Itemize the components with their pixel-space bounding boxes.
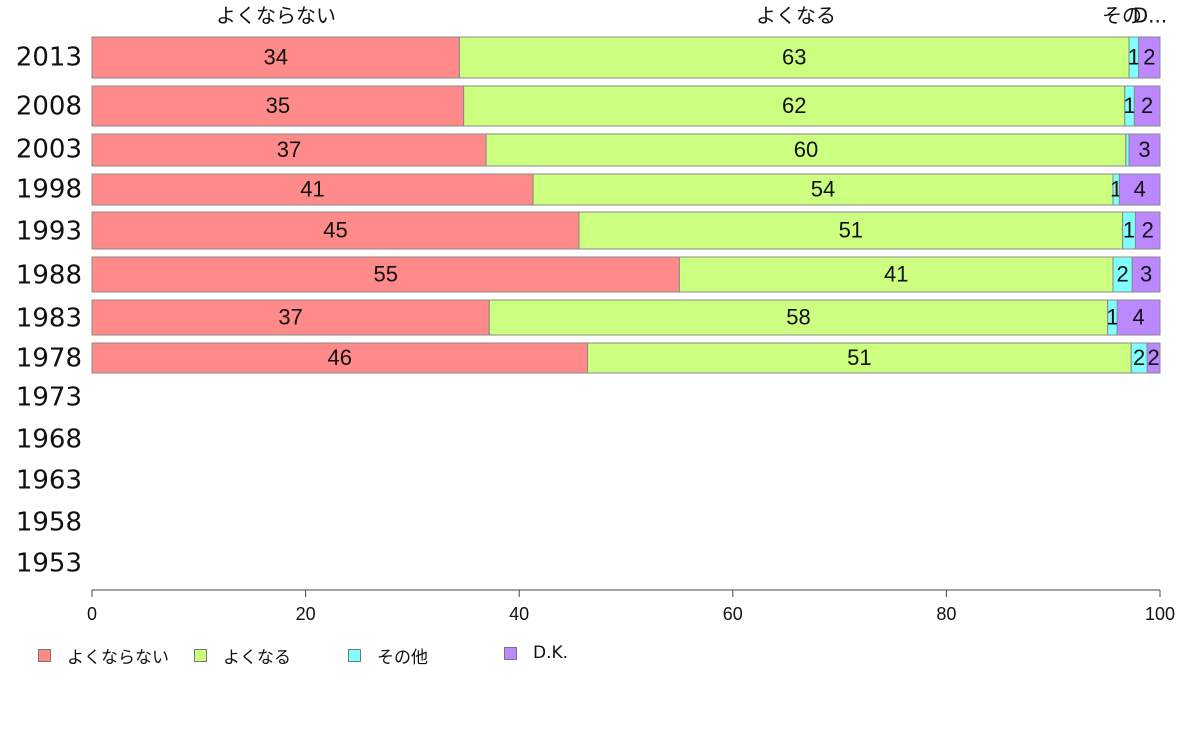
data-label-2003-s1: 60 (794, 137, 818, 162)
data-label-2008-s2: 1 (1123, 93, 1135, 118)
data-label-1998-s1: 54 (811, 176, 835, 201)
category-label-1998: 1998 (16, 175, 82, 205)
x-tick-label-100: 100 (1145, 604, 1175, 624)
data-label-1993-s3: 2 (1142, 217, 1154, 242)
bar-1978-s0 (91, 342, 589, 374)
legend-item-dk: D.K. (504, 643, 568, 663)
data-label-2008-s0: 35 (266, 93, 290, 118)
bar-2013-s3 (1138, 36, 1161, 79)
legend-label-sonota: その他 (377, 648, 428, 668)
data-label-2013-s2: 1 (1128, 44, 1140, 69)
data-label-1978-s1: 51 (847, 345, 871, 370)
category-label-1973: 1973 (16, 383, 82, 413)
data-label-2008-s3: 2 (1141, 93, 1153, 118)
legend-item-yokunaranai: よくならない (38, 643, 169, 668)
data-label-1988-s1: 41 (884, 261, 908, 286)
data-label-2013-s3: 2 (1143, 44, 1155, 69)
bar-2013-s0 (91, 36, 460, 79)
x-tick-label-60: 60 (723, 604, 743, 624)
data-label-1998-s0: 41 (300, 176, 324, 201)
series-top-label-3: D... (1133, 4, 1167, 28)
x-tick-label-0: 0 (87, 604, 97, 624)
category-label-2003: 2003 (16, 135, 82, 165)
data-label-1993-s1: 51 (839, 217, 863, 242)
bar-1983-s0 (91, 299, 490, 336)
data-label-1983-s0: 37 (278, 304, 302, 329)
category-label-2008: 2008 (16, 92, 82, 122)
legend-swatch-yokunaru (194, 649, 207, 662)
x-tick-label-80: 80 (936, 604, 956, 624)
data-label-2003-s0: 37 (277, 137, 301, 162)
bar-2013-s1 (458, 36, 1130, 79)
category-label-1953: 1953 (16, 549, 82, 579)
data-label-1983-s1: 58 (786, 304, 810, 329)
data-label-1988-s2: 2 (1116, 261, 1128, 286)
bar-1988-s3 (1131, 256, 1161, 293)
bar-1983-s3 (1116, 299, 1161, 336)
bar-1993-s1 (578, 211, 1124, 250)
legend-swatch-yokunaranai (38, 649, 51, 662)
bar-1998-s3 (1118, 173, 1161, 206)
data-label-1978-s3: 2 (1147, 345, 1159, 370)
bar-1988-s0 (91, 256, 680, 293)
bar-2008-s0 (91, 85, 465, 127)
legend-item-sonota: その他 (348, 643, 428, 668)
data-label-1978-s0: 46 (328, 345, 352, 370)
bar-2003-s0 (91, 133, 487, 167)
category-label-2013: 2013 (16, 43, 82, 73)
data-label-1993-s0: 45 (323, 217, 347, 242)
category-label-1968: 1968 (16, 425, 82, 455)
bar-2003-s3 (1128, 133, 1161, 167)
bar-2008-s1 (463, 85, 1126, 127)
series-top-label-0: よくならない (216, 4, 336, 28)
category-label-1963: 1963 (16, 466, 82, 496)
bar-1983-s1 (488, 299, 1109, 336)
legend-label-yokunaru: よくなる (223, 648, 291, 668)
bar-1998-s0 (91, 173, 534, 206)
data-label-2003-s3: 3 (1138, 137, 1150, 162)
data-label-1983-s3: 4 (1133, 304, 1145, 329)
bar-2003-s1 (485, 133, 1127, 167)
series-top-label-2: その (1102, 4, 1142, 28)
series-top-label-1: よくなる (756, 4, 836, 28)
x-tick-label-40: 40 (509, 604, 529, 624)
data-label-2013-s0: 34 (263, 44, 287, 69)
data-label-1978-s2: 2 (1133, 345, 1145, 370)
x-tick-label-20: 20 (296, 604, 316, 624)
legend-item-yokunaru: よくなる (194, 643, 291, 668)
category-label-1983: 1983 (16, 304, 82, 334)
bar-1978-s3 (1146, 342, 1161, 374)
category-label-1978: 1978 (16, 344, 82, 374)
legend-label-dk: D.K. (533, 643, 569, 663)
data-label-1988-s3: 3 (1140, 261, 1152, 286)
category-label-1988: 1988 (16, 261, 82, 291)
data-label-1998-s3: 4 (1134, 176, 1146, 201)
data-label-2008-s1: 62 (782, 93, 806, 118)
category-label-1993: 1993 (16, 217, 82, 247)
bar-2008-s3 (1133, 85, 1161, 127)
bar-1988-s1 (678, 256, 1114, 293)
data-label-1988-s0: 55 (373, 261, 397, 286)
legend-swatch-dk (504, 646, 517, 660)
data-label-2013-s1: 63 (782, 44, 806, 69)
legend-swatch-sonota (348, 649, 361, 662)
category-label-1958: 1958 (16, 508, 82, 538)
bar-1993-s0 (91, 211, 580, 250)
data-label-1983-s2: 1 (1106, 304, 1118, 329)
bar-1993-s3 (1134, 211, 1161, 250)
data-label-1993-s2: 1 (1123, 217, 1135, 242)
legend-label-yokunaranai: よくならない (67, 648, 169, 668)
